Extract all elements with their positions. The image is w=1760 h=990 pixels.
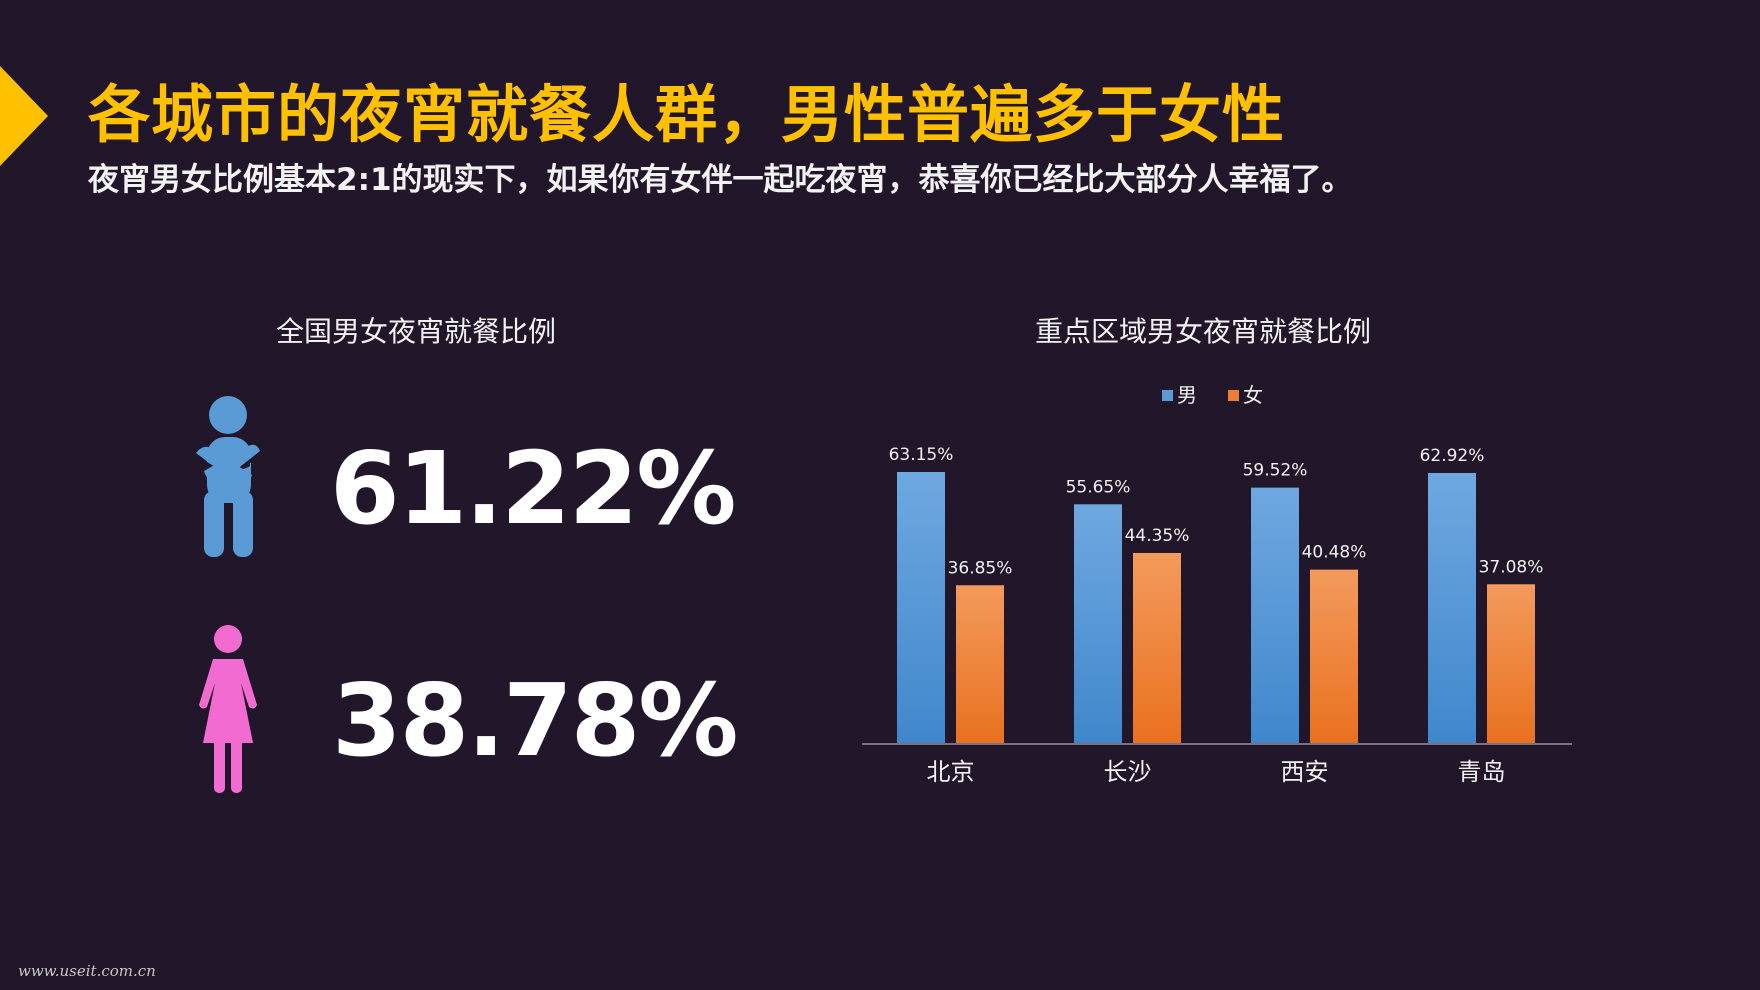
bar-male	[1074, 504, 1122, 744]
regional-panel-title: 重点区域男女夜宵就餐比例	[1035, 315, 1372, 348]
bar-female	[1310, 569, 1358, 744]
bar-male	[897, 472, 945, 744]
data-label: 44.35%	[1125, 526, 1190, 546]
male-figure-icon	[196, 396, 260, 557]
page-subtitle: 夜宵男女比例基本2:1的现实下，如果你有女伴一起吃夜宵，恭喜你已经比大部分人幸福…	[88, 162, 1353, 198]
bar-male	[1251, 487, 1299, 744]
legend-swatch	[1228, 390, 1239, 401]
x-tick-label: 北京	[927, 758, 975, 786]
data-label: 59.52%	[1243, 461, 1308, 481]
legend-label: 女	[1243, 383, 1263, 407]
regional-bar-chart: 男女 63.15%36.85%55.65%44.35%59.52%40.48%6…	[862, 383, 1572, 786]
watermark: www.useit.com.cn	[18, 962, 156, 980]
data-label: 40.48%	[1302, 543, 1367, 563]
legend-label: 男	[1177, 383, 1197, 407]
page-title: 各城市的夜宵就餐人群，男性普遍多于女性	[88, 78, 1286, 151]
bar-male	[1428, 472, 1476, 744]
data-label: 37.08%	[1479, 557, 1544, 577]
bar-female	[1133, 552, 1181, 744]
x-tick-label: 西安	[1281, 758, 1329, 786]
data-label: 55.65%	[1066, 477, 1131, 497]
national-female-percent: 38.78%	[332, 662, 739, 779]
bar-female	[956, 585, 1004, 744]
x-tick-label: 青岛	[1458, 758, 1506, 786]
data-label: 63.15%	[889, 445, 954, 465]
national-male-percent: 61.22%	[330, 430, 737, 547]
national-panel-title: 全国男女夜宵就餐比例	[276, 315, 557, 348]
chart-legend: 男女	[1162, 383, 1263, 407]
bar-female	[1487, 584, 1535, 744]
female-figure-icon	[199, 625, 257, 793]
data-label: 62.92%	[1420, 446, 1485, 466]
x-tick-label: 长沙	[1104, 758, 1152, 786]
legend-swatch	[1162, 390, 1173, 401]
title-arrow-marker	[0, 66, 48, 166]
data-label: 36.85%	[948, 558, 1013, 578]
